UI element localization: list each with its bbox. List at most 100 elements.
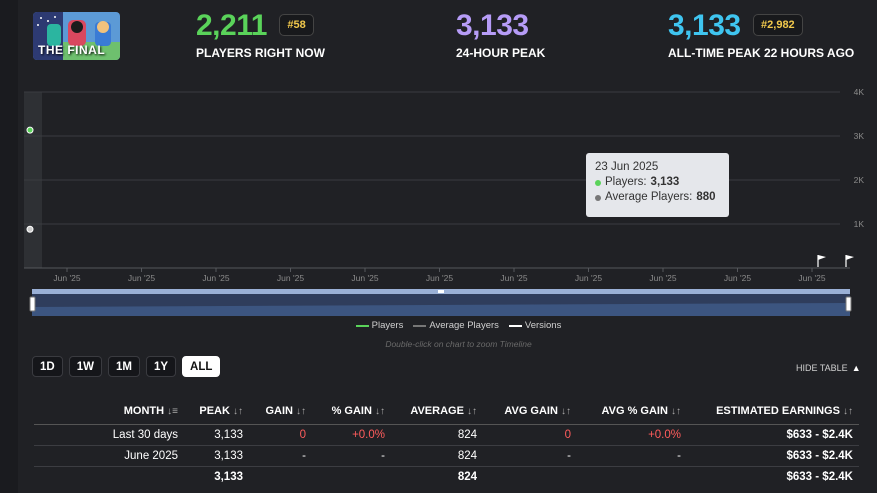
- tooltip-avg-value: 880: [696, 191, 716, 203]
- hide-table-toggle[interactable]: HIDE TABLE ▲: [796, 363, 861, 373]
- y-tick-label: 4K: [854, 87, 865, 97]
- cell-peak: 3,133: [184, 445, 249, 467]
- hide-table-label: HIDE TABLE: [796, 363, 848, 373]
- timeline-navigator[interactable]: [29, 289, 852, 316]
- y-tick-label: 2K: [854, 175, 865, 185]
- col-month[interactable]: MONTH ↓≡: [34, 399, 184, 425]
- cell-avg-pct-gain: -: [577, 445, 687, 467]
- x-tick-label: Jun '25: [426, 273, 453, 283]
- cell-peak: 3,133: [184, 424, 249, 446]
- col-pct-gain-label: % GAIN: [331, 405, 372, 418]
- col-gain[interactable]: GAIN ↓↑: [249, 399, 312, 425]
- cell-average: 824: [391, 445, 483, 467]
- thumbnail-title: THE FINAL: [38, 43, 106, 57]
- col-peak[interactable]: PEAK ↓↑: [184, 399, 249, 425]
- cell-gain: 0: [249, 424, 312, 446]
- col-earnings[interactable]: ESTIMATED EARNINGS ↓↑: [687, 399, 859, 425]
- x-tick-label: Jun '25: [277, 273, 304, 283]
- navigator-grip-icon[interactable]: [438, 290, 444, 293]
- col-pct-gain[interactable]: % GAIN ↓↑: [312, 399, 391, 425]
- chart-marks: [26, 126, 34, 233]
- col-average[interactable]: AVERAGE ↓↑: [391, 399, 483, 425]
- col-avg-pct-gain[interactable]: AVG % GAIN ↓↑: [577, 399, 687, 425]
- col-gain-label: GAIN: [265, 405, 293, 418]
- x-tick-label: Jun '25: [575, 273, 602, 283]
- current-rank-badge[interactable]: #58: [279, 14, 314, 36]
- cell-gain: [249, 466, 312, 487]
- cell-avg-pct-gain: +0.0%: [577, 424, 687, 446]
- cell-average: 824: [391, 424, 483, 446]
- range-1d-button[interactable]: 1D: [32, 356, 63, 377]
- cell-peak: 3,133: [214, 470, 243, 483]
- peak24-value: 3,133: [456, 9, 529, 42]
- col-avg-gain[interactable]: AVG GAIN ↓↑: [483, 399, 577, 425]
- legend-versions[interactable]: Versions: [508, 320, 562, 331]
- sort-icon: ↓↑: [843, 406, 853, 418]
- cell-avg-gain: [483, 466, 577, 487]
- alltime-peak-value: 3,133: [668, 9, 741, 42]
- legend-average-players[interactable]: Average Players: [413, 320, 499, 331]
- range-selector: 1D 1W 1M 1Y ALL: [32, 356, 221, 377]
- sort-icon: ↓↑: [233, 406, 243, 418]
- version-flag-icon[interactable]: [817, 255, 826, 267]
- table-row: Last 30 days 3,133 0 +0.0% 824 0 +0.0% $…: [34, 424, 859, 446]
- chart-zoom-hint: Double-click on chart to zoom Timeline: [385, 339, 532, 349]
- cell-earnings: $633 - $2.4K: [687, 445, 859, 467]
- game-thumbnail[interactable]: THE FINAL: [33, 12, 120, 60]
- tooltip-date: 23 Jun 2025: [595, 161, 659, 173]
- alltime-rank-badge[interactable]: #2,982: [753, 14, 803, 36]
- col-avg-pct-gain-label: AVG % GAIN: [601, 405, 668, 418]
- legend-label: Average Players: [429, 320, 499, 331]
- range-1m-button[interactable]: 1M: [107, 356, 140, 377]
- current-players-label: PLAYERS RIGHT NOW: [196, 46, 325, 60]
- sort-icon: ↓↑: [671, 406, 681, 418]
- cell-gain: -: [249, 445, 312, 467]
- tooltip-players-value: 3,133: [650, 176, 680, 188]
- thumbnail-art: [33, 12, 120, 60]
- peak24-label: 24-HOUR PEAK: [456, 46, 546, 60]
- table-total-row: 3,133 824 $633 - $2.4K: [34, 466, 859, 487]
- x-tick-label: Jun '25: [649, 273, 676, 283]
- x-tick-label: Jun '25: [202, 273, 229, 283]
- range-1y-button[interactable]: 1Y: [145, 356, 177, 377]
- monthly-stats-table: MONTH ↓≡ PEAK ↓↑ GAIN ↓↑ % GAIN ↓↑ AVERA…: [34, 399, 859, 487]
- legend-line-icon: [413, 324, 427, 327]
- col-average-label: AVERAGE: [410, 405, 464, 418]
- legend-label: Versions: [524, 320, 562, 331]
- average-dot-icon: [595, 194, 601, 201]
- legend-line-icon: [508, 324, 522, 327]
- cell-earnings: $633 - $2.4K: [786, 470, 854, 483]
- cell-earnings: $633 - $2.4K: [687, 424, 859, 446]
- tooltip-players-label: Players:: [605, 176, 647, 188]
- navigator-left-handle[interactable]: [29, 296, 36, 312]
- range-all-button[interactable]: ALL: [182, 356, 221, 377]
- cell-pct-gain: -: [312, 445, 391, 467]
- cell-avg-gain: 0: [483, 424, 577, 446]
- legend-line-icon: [355, 324, 369, 327]
- x-tick-label: Jun '25: [798, 273, 825, 283]
- chart-x-ticks: Jun '25 Jun '25 Jun '25 Jun '25 Jun '25 Jun '…: [53, 268, 826, 283]
- cell-month: June 2025: [34, 445, 184, 467]
- sort-icon: ↓↑: [375, 406, 385, 418]
- players-point[interactable]: [26, 126, 34, 134]
- stat-24h-peak: 3,133 24-HOUR PEAK: [456, 9, 546, 61]
- table-row: June 2025 3,133 - - 824 - - $633 - $2.4K: [34, 445, 859, 467]
- cell-avg-gain: -: [483, 445, 577, 467]
- y-tick-label: 3K: [854, 131, 865, 141]
- legend-players[interactable]: Players: [355, 320, 403, 331]
- chevron-up-icon: ▲: [851, 363, 861, 373]
- chart-tooltip: 23 Jun 2025 Players: 3,133 Average Playe…: [586, 153, 729, 217]
- navigator-right-handle[interactable]: [845, 296, 852, 312]
- cell-pct-gain: [312, 466, 391, 487]
- stat-alltime-peak: 3,133 #2,982 ALL-TIME PEAK 22 HOURS AGO: [668, 9, 854, 61]
- average-players-point[interactable]: [26, 225, 34, 233]
- cell-month: [34, 466, 184, 487]
- cell-avg-pct-gain: [577, 466, 687, 487]
- col-avg-gain-label: AVG GAIN: [504, 405, 558, 418]
- range-1w-button[interactable]: 1W: [68, 356, 102, 377]
- sort-icon: ↓↑: [561, 406, 571, 418]
- sort-icon: ↓↑: [296, 406, 306, 418]
- version-flag-icon[interactable]: [845, 255, 854, 267]
- players-dot-icon: [595, 179, 601, 186]
